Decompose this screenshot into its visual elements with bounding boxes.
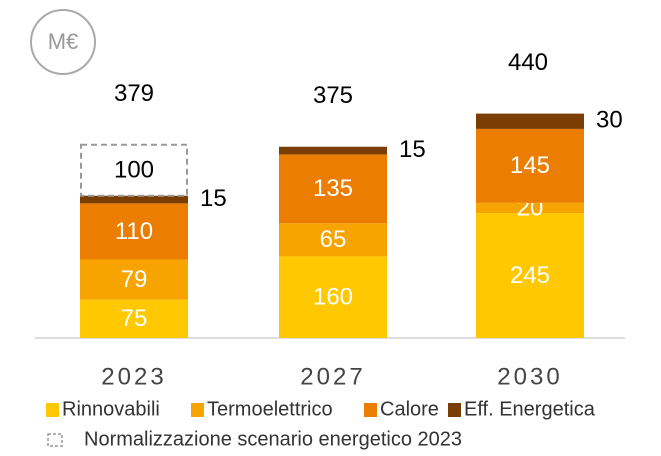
bar-segment: [279, 256, 387, 338]
segment-label: 160: [313, 284, 353, 311]
bar-segment: [80, 299, 188, 338]
legend-swatch: [364, 403, 377, 417]
legend-label: Termoelettrico: [207, 398, 333, 420]
legend-label: Calore: [380, 398, 439, 420]
x-tick-label: 2027: [300, 363, 365, 390]
bar-segment: [476, 113, 584, 129]
segment-label: 100: [114, 157, 154, 184]
total-label: 375: [313, 82, 353, 109]
segment-label: 30: [596, 107, 623, 134]
bar-segment: [80, 195, 188, 204]
total-label: 379: [114, 80, 154, 107]
segment-label: 110: [115, 218, 153, 245]
x-tick-label: 2030: [497, 363, 562, 390]
bar-segment: [476, 202, 584, 214]
legend-label: Rinnovabili: [62, 398, 160, 420]
bar-segment: [279, 146, 387, 155]
segment-label: 145: [510, 152, 550, 179]
normalization-segment: [80, 143, 188, 197]
segment-label: 15: [399, 136, 426, 163]
total-label: 440: [508, 49, 548, 76]
bar-segment: [279, 154, 387, 224]
x-tick-label: 2023: [101, 363, 166, 390]
legend-swatch: [448, 403, 461, 417]
bar-segment: [279, 223, 387, 257]
legend-swatch: [191, 403, 204, 417]
legend-label: Eff. Energetica: [464, 398, 596, 420]
segment-label: 65: [320, 226, 347, 253]
unit-badge: [30, 9, 96, 75]
legend-label: Normalizzazione scenario energetico 2023: [84, 428, 462, 450]
bar-segment: [476, 128, 584, 203]
segment-label: 75: [121, 305, 148, 332]
legend-swatch: [46, 403, 59, 417]
segment-label: 135: [313, 175, 353, 202]
bar-segment: [80, 203, 188, 260]
legend-swatch: [47, 433, 63, 447]
bar-segment: [476, 213, 584, 338]
unit-label: M€: [48, 29, 79, 54]
bar-segment: [80, 259, 188, 300]
segment-label: 15: [200, 185, 227, 212]
segment-label: 79: [121, 266, 148, 293]
segment-label: 245: [510, 262, 550, 289]
